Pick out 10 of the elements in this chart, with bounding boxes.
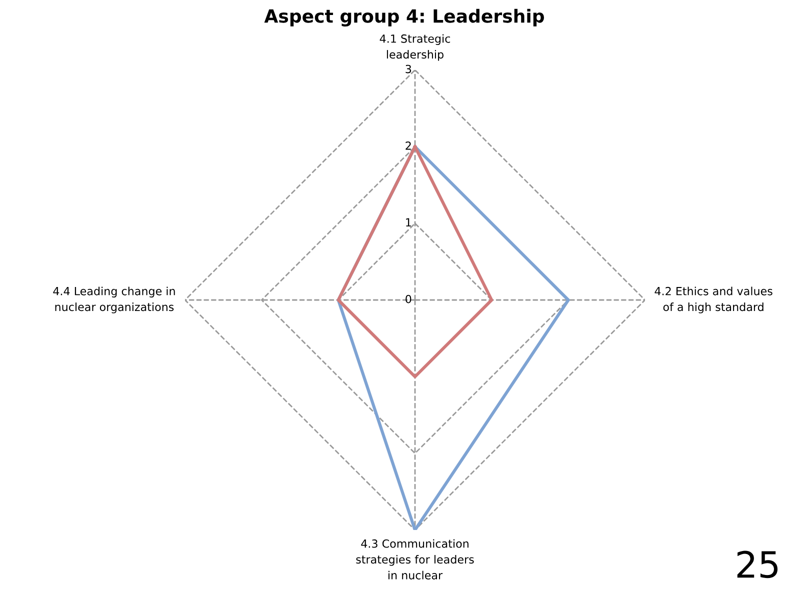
y-tick-label: 1	[406, 218, 411, 226]
spoke-label: 4.1 Strategic leadership	[380, 34, 450, 61]
spoke-label: 4.4 Leading change in nuclear organizations	[53, 286, 175, 314]
y-tick-label: 0	[406, 294, 412, 304]
spoke-label: 4.2 Ethics and values of a high standard	[654, 286, 772, 314]
chart-title: Aspect group 4: Leadership	[264, 8, 544, 26]
spoke-label: 4.3 Communication strategies for leaders in nuclear	[356, 539, 474, 580]
text: 25	[737, 550, 778, 578]
y-tick-label: 3	[406, 64, 412, 74]
y-tick-label: 2	[406, 141, 411, 150]
